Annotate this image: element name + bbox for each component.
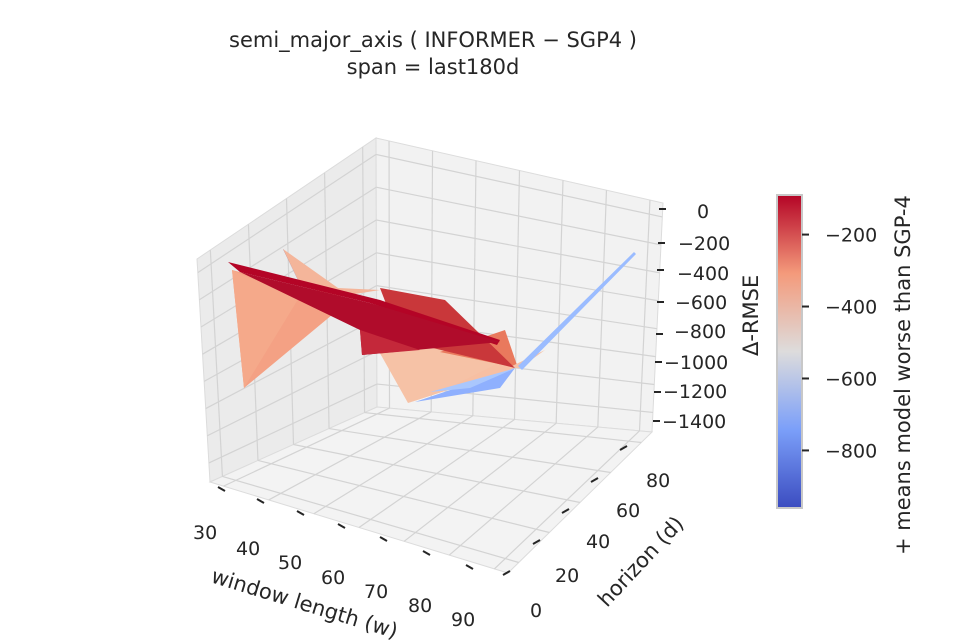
- grid-line: [376, 186, 662, 246]
- z-tick-label: −1200: [663, 381, 727, 403]
- x-tick-label: 70: [364, 581, 388, 603]
- z-tick-label: −1000: [664, 352, 728, 374]
- grid-line: [293, 443, 581, 504]
- grid-line: [555, 180, 564, 424]
- grid-line: [376, 219, 660, 274]
- grid-line: [362, 147, 366, 413]
- surface-facet: [430, 368, 516, 392]
- x-tick-label: 30: [193, 522, 217, 544]
- surface-facet: [408, 360, 515, 403]
- colorbar-tick-label: −400: [825, 297, 877, 319]
- x-tick-label: 40: [236, 538, 260, 560]
- x-axis-ticks: [217, 486, 474, 570]
- grid-line: [513, 170, 521, 420]
- y-tick-label: 80: [646, 470, 670, 492]
- surface-facet: [232, 270, 300, 388]
- grid-line: [257, 459, 550, 534]
- chart-title: semi_major_axis ( INFORMER − SGP4 ): [229, 28, 637, 52]
- grid-line: [222, 475, 519, 564]
- x-tick-label: 90: [451, 609, 475, 631]
- grid-line: [200, 219, 377, 328]
- colorbar-ticks: [802, 233, 809, 452]
- grid-line: [375, 153, 663, 218]
- z-tick-label: 0: [697, 201, 709, 223]
- z-axis-ticks: [653, 208, 666, 422]
- grid-line: [364, 411, 642, 444]
- colorbar-tick-label: −600: [825, 368, 877, 390]
- y-axis-label: horizon (d): [593, 512, 688, 612]
- surface-facet: [228, 262, 500, 345]
- surface-facet: [240, 272, 500, 355]
- colorbar-label: + means model worse than SGP-4: [891, 195, 915, 555]
- surface: [228, 249, 636, 403]
- y-tick-label: 20: [555, 565, 579, 587]
- grid-line: [208, 383, 378, 464]
- grid-line: [376, 252, 659, 302]
- grid-line: [209, 249, 224, 477]
- x-tick-label: 80: [408, 595, 432, 617]
- axis-pane-floor: [208, 406, 654, 574]
- colorbar-tick-label: −800: [825, 440, 877, 462]
- grid-line: [207, 350, 378, 437]
- x-tick-label: 50: [278, 552, 302, 574]
- grid-line: [376, 285, 658, 330]
- chart-subtitle: span = last180d: [346, 55, 520, 79]
- z-tick-label: −400: [677, 263, 729, 285]
- grid-line: [199, 186, 377, 301]
- surface-facet: [360, 330, 420, 355]
- z-tick-label: −1400: [662, 411, 726, 433]
- y-axis-ticks: [502, 445, 628, 576]
- grid-line: [328, 427, 611, 474]
- grid-line: [638, 200, 651, 431]
- grid-line: [197, 153, 377, 274]
- z-tick-label: −800: [674, 321, 726, 343]
- z-tick-label: −200: [678, 233, 730, 255]
- grid-line: [597, 190, 608, 428]
- colorbar: [776, 194, 803, 509]
- z-tick-label: −600: [675, 292, 727, 314]
- y-tick-label: 40: [586, 531, 610, 553]
- grid-line: [205, 317, 377, 410]
- surface-facet: [518, 252, 636, 370]
- y-tick-label: 0: [530, 600, 542, 622]
- y-tick-label: 60: [616, 500, 640, 522]
- x-tick-label: 60: [321, 567, 345, 589]
- z-axis-label: Δ-RMSE: [739, 275, 763, 356]
- colorbar-tick-label: −200: [825, 225, 877, 247]
